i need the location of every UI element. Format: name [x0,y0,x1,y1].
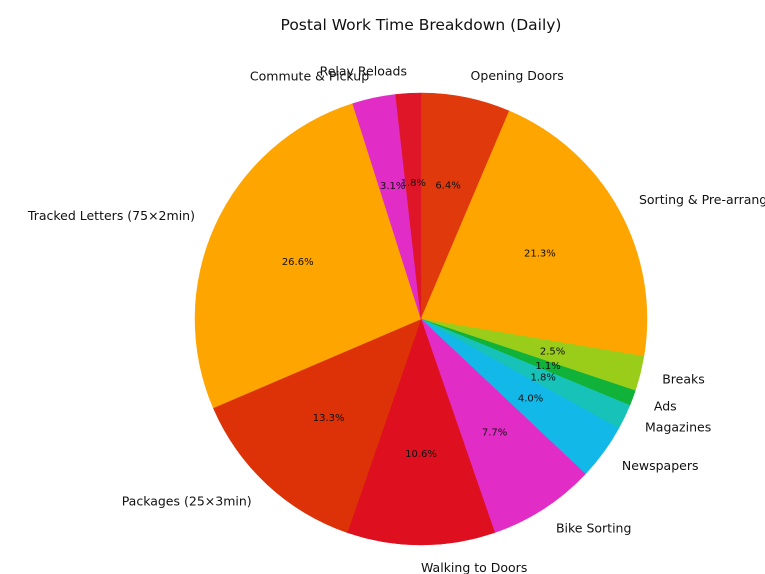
percent-label-magazines: 1.8% [530,372,555,383]
pie-slice-sorting-pre-arranging [420,110,648,357]
percent-label-newspapers: 4.0% [518,393,543,404]
slice-label-magazines: Magazines [645,419,711,434]
slice-label-bike-sorting: Bike Sorting [556,520,631,535]
pie-slice-packages-25-3min [212,318,422,533]
slice-label-newspapers: Newspapers [622,458,699,473]
percent-label-packages-25-3min: 13.3% [313,413,345,424]
percent-label-bike-sorting: 7.7% [482,427,507,438]
pie-slice-tracked-letters-75-2min [194,103,422,409]
slice-labels: Opening Doors Sorting & Pre-arranging Brea… [27,63,765,574]
percent-label-relay-reloads: 1.8% [401,178,426,189]
slice-label-tracked-letters-75-2min: Tracked Letters (75×2min) [27,208,195,223]
slice-label-relay-reloads: Relay Reloads [320,63,407,78]
pie-slice-bike-sorting [420,318,586,533]
percent-label-commute-pickup: 3.1% [380,181,405,192]
chart-title: Postal Work Time Breakdown (Daily) [281,16,562,34]
percent-label-walking-to-doors: 10.6% [405,449,437,460]
slice-label-packages-25-3min: Packages (25×3min) [122,494,252,509]
percent-label-opening-doors: 6.4% [435,181,460,192]
pie-slice-relay-reloads [395,92,422,320]
percent-labels: 6.4%21.3%2.5%1.1%1.8%4.0%7.7%10.6%13.3%2… [282,178,565,460]
slice-label-opening-doors: Opening Doors [471,68,564,83]
percent-label-ads: 1.1% [535,361,560,372]
percent-label-sorting-pre-arranging: 21.3% [524,248,556,259]
pie-slices [194,92,648,546]
slice-label-ads: Ads [654,398,677,413]
slice-label-commute-pickup: Commute & Pickup [250,68,369,83]
percent-label-breaks: 2.5% [540,346,565,357]
pie-slice-walking-to-doors [346,318,496,546]
slice-label-walking-to-doors: Walking to Doors [421,560,527,574]
percent-label-tracked-letters-75-2min: 26.6% [282,257,314,268]
slice-label-sorting-pre-arranging: Sorting & Pre-arranging [639,192,765,207]
slice-label-breaks: Breaks [662,372,705,387]
